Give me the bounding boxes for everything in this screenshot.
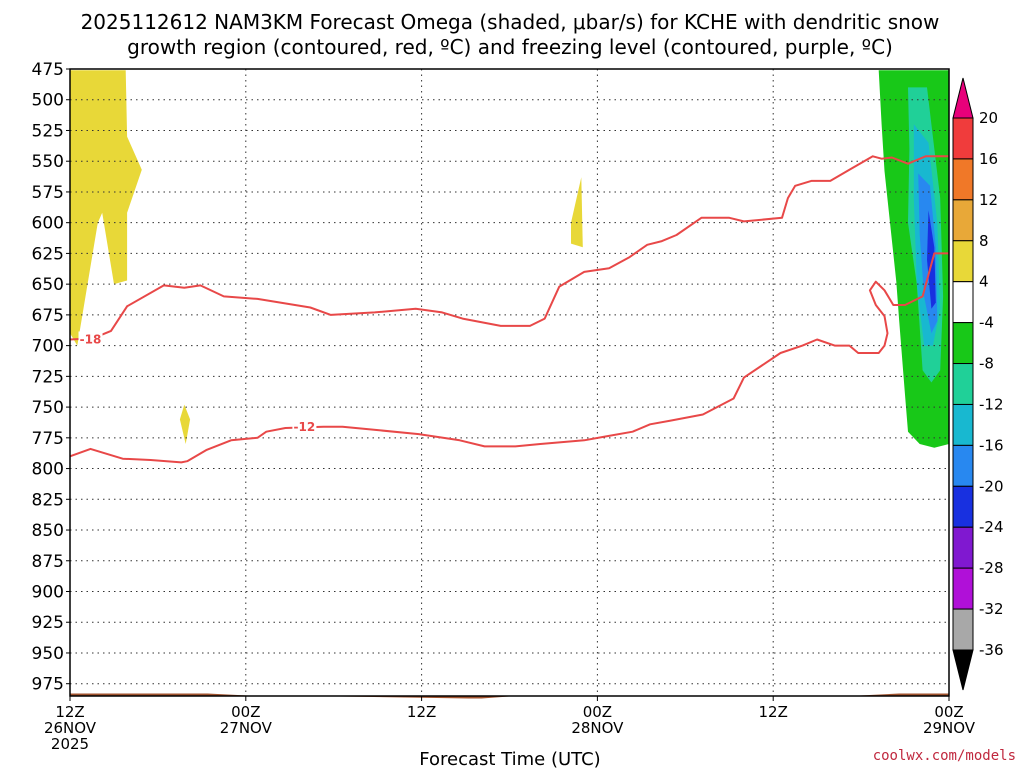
colorbar-bin-3: [952, 199, 974, 242]
contour-label-0: -18: [80, 332, 102, 346]
y-tick-label-975: 975: [32, 675, 64, 695]
x-tick-label-0-2: 26NOV: [44, 719, 97, 737]
y-tick-label-625: 625: [32, 244, 64, 264]
colorbar-bin-7: [952, 363, 974, 405]
y-tick-label-900: 900: [32, 583, 64, 603]
omega-region-1: [179, 404, 191, 444]
y-tick-label-650: 650: [32, 275, 64, 295]
x-tick-label-3-2: 28NOV: [571, 719, 624, 737]
x-tick-label-1-2: 27NOV: [220, 719, 273, 737]
grid-lines: [70, 69, 949, 696]
y-tick-label-950: 950: [32, 644, 64, 664]
colorbar-label-12: -32: [979, 600, 1004, 618]
contour-label-1: -12: [294, 420, 316, 434]
colorbar-label-5: -4: [979, 314, 994, 332]
x-tick-label-1-1: 00Z: [231, 703, 260, 721]
colorbar-label-1: 16: [979, 150, 998, 168]
chart-title-line2: growth region (contoured, red, ºC) and f…: [127, 35, 893, 59]
y-tick-label-750: 750: [32, 398, 64, 418]
chart-title-line1: 2025112612 NAM3KM Forecast Omega (shaded…: [81, 10, 940, 34]
colorbar-label-4: 4: [979, 273, 989, 291]
site-credit: coolwx.com/models: [873, 748, 1016, 764]
colorbar-bin-12: [952, 567, 974, 610]
x-tick-label-5-2: 29NOV: [923, 719, 976, 737]
colorbar-bin-2: [952, 158, 974, 201]
y-tick-label-875: 875: [32, 552, 64, 572]
colorbar-label-6: -8: [979, 355, 994, 373]
colorbar-label-7: -12: [979, 395, 1004, 413]
contour-line-0: [69, 155, 949, 341]
y-tick-label-575: 575: [32, 183, 64, 203]
colorbar-label-13: -36: [979, 641, 1004, 659]
x-axis-label: Forecast Time (UTC): [419, 749, 600, 768]
y-tick-label-525: 525: [32, 121, 64, 141]
y-tick-label-500: 500: [32, 91, 64, 111]
colorbar-label-0: 20: [979, 109, 998, 127]
y-tick-label-600: 600: [32, 214, 64, 234]
colorbar-bin-9: [952, 444, 974, 487]
y-tick-label-475: 475: [32, 60, 64, 80]
omega-region-2: [571, 177, 583, 248]
colorbar-bin-10: [952, 485, 974, 528]
x-tick-label-3-1: 00Z: [583, 703, 612, 721]
colorbar-bin-13: [952, 608, 974, 651]
x-tick-label-4-1: 12Z: [759, 703, 788, 721]
y-tick-label-550: 550: [32, 152, 64, 172]
omega-region-0: [70, 70, 142, 346]
colorbar-bin-8: [952, 403, 974, 446]
colorbar-bottom-arrow: [952, 649, 974, 691]
y-tick-label-800: 800: [32, 460, 64, 480]
colorbar-label-10: -24: [979, 518, 1004, 536]
y-tick-label-825: 825: [32, 490, 64, 510]
x-tick-label-0-3: 2025: [51, 735, 89, 753]
x-tick-label-0-1: 12Z: [55, 703, 84, 721]
y-tick-label-675: 675: [32, 306, 64, 326]
colorbar-top-arrow: [952, 77, 974, 119]
colorbar-label-9: -20: [979, 477, 1004, 495]
y-tick-label-700: 700: [32, 337, 64, 357]
colorbar-label-2: 12: [979, 191, 998, 209]
y-tick-label-925: 925: [32, 613, 64, 633]
temperature-contours: -18 -12: [69, 155, 949, 464]
y-axis-ticks: 475 500 525 550 575 600 625 650 675 700 725 750 775 8…: [32, 60, 70, 695]
colorbar-bin-4: [952, 240, 974, 283]
x-tick-label-2-1: 12Z: [407, 703, 436, 721]
colorbar-bin-6: [952, 322, 974, 365]
contour-label-bg-0: [78, 331, 103, 347]
contour-line-1: [69, 252, 949, 464]
plot-frame: [69, 68, 950, 697]
colorbar-bin-1: [952, 117, 974, 160]
y-tick-label-850: 850: [32, 521, 64, 541]
colorbar-bin-5: [952, 281, 974, 324]
colorbar-bin-11: [952, 526, 974, 569]
colorbar-label-8: -16: [979, 436, 1004, 454]
x-tick-label-5-1: 00Z: [934, 703, 963, 721]
omega-shading: [70, 70, 949, 448]
colorbar-label-3: 8: [979, 232, 989, 250]
y-tick-label-775: 775: [32, 429, 64, 449]
colorbar-label-11: -28: [979, 559, 1004, 577]
contour-label-bg-1: [292, 418, 317, 434]
colorbar: 20 16 12 8 4 -4 -8 -12 -16 -20 -24 -28 -32 -36: [952, 77, 1004, 691]
y-tick-label-725: 725: [32, 367, 64, 387]
